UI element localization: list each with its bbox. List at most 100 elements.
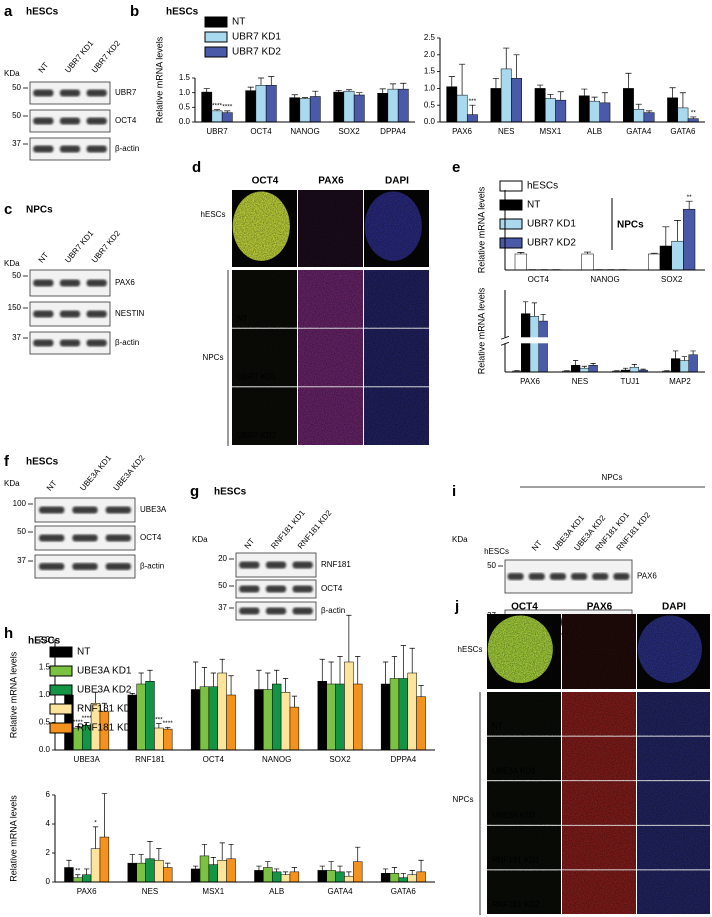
error-bar [409,647,415,673]
marker-label: 20 [218,554,227,563]
grain [364,387,429,445]
bar [309,96,321,123]
bar [199,686,210,751]
panel-letter: h [4,625,13,642]
error-bar [448,76,455,87]
row-label: PAX6 [637,572,657,581]
panel-letter: i [452,483,456,500]
band [105,506,131,514]
bar [221,112,233,123]
band [33,89,54,97]
group-label: NPCs [453,795,474,804]
x-tick-label: UBR7 [206,127,228,136]
band [72,506,98,514]
error-bar [101,702,108,712]
x-tick-label: OCT4 [203,755,225,764]
significance: *** [469,98,477,105]
band [86,310,107,318]
x-tick-label: GATA4 [327,887,353,896]
error-bar [469,104,476,115]
band [292,585,313,593]
bar [255,85,267,123]
row-label: UBR7 KD1 [237,372,277,381]
band [105,563,131,570]
error-bar [219,658,225,673]
error-bar [581,88,588,96]
x-tick-label: SOX2 [329,755,351,764]
bar [416,871,426,883]
error-bar [391,656,398,679]
bar [538,320,548,373]
error-bar [650,252,658,254]
bar [353,683,363,751]
x-tick-label: MAP2 [669,377,691,386]
bar [280,692,291,751]
band [86,145,107,153]
grain [637,614,710,689]
error-bar [282,678,289,693]
bar [677,107,689,123]
band [72,563,98,570]
bar [667,97,679,123]
error-bar [213,109,221,111]
band [86,89,107,97]
error-bar [382,661,389,684]
bar [289,97,301,123]
legend-label: UBR7 KD2 [527,238,576,249]
legend-swatch [49,646,73,658]
significance: **** [82,715,93,722]
band [86,339,107,347]
error-bar [645,110,653,113]
bar [633,108,645,123]
bar [271,683,282,751]
band [39,563,65,570]
y-tick-label: 0.0 [424,117,436,126]
bar [211,110,223,123]
kda-label: KDa [4,479,20,488]
band [507,573,524,580]
grain [364,190,429,267]
legend-swatch [49,665,73,677]
row-label: β-actin [321,606,345,615]
bar [299,98,311,123]
error-bar [581,365,587,369]
bar [289,871,300,883]
bar [407,672,417,751]
error-bar [400,82,407,90]
row-label: β-actin [140,562,164,571]
bar [145,681,155,751]
grain [232,328,297,387]
band [613,573,630,580]
lane-label: NT [37,61,51,75]
channel-header: DAPI [662,602,686,613]
lane-label: NT [37,251,51,265]
error-bar [418,685,424,697]
lane-label: UBR7 KD2 [90,38,122,74]
band [39,534,65,542]
bar [73,877,83,883]
lane-label: UBE3A KD1 [78,453,113,493]
bar [208,686,219,751]
error-bar [557,91,564,101]
error-bar [274,669,280,684]
band [292,607,313,615]
lane-label: NT [530,539,544,553]
grain [232,387,297,445]
bar [254,689,264,751]
bar [271,871,282,883]
x-tick-label: NES [498,127,514,136]
bar [671,358,681,373]
group-label: hESCs [458,645,483,654]
legend-swatch [499,180,523,192]
row-label: β-actin [115,144,139,153]
error-bar [674,220,681,242]
bar [579,367,589,373]
error-bar [147,669,153,682]
grain [487,825,561,870]
error-bar [631,363,637,368]
bar [555,99,567,123]
error-bar [282,871,289,875]
y-axis-title: Relative mRNA levels [8,651,18,738]
error-bar [337,656,343,684]
axis-break [501,337,705,344]
